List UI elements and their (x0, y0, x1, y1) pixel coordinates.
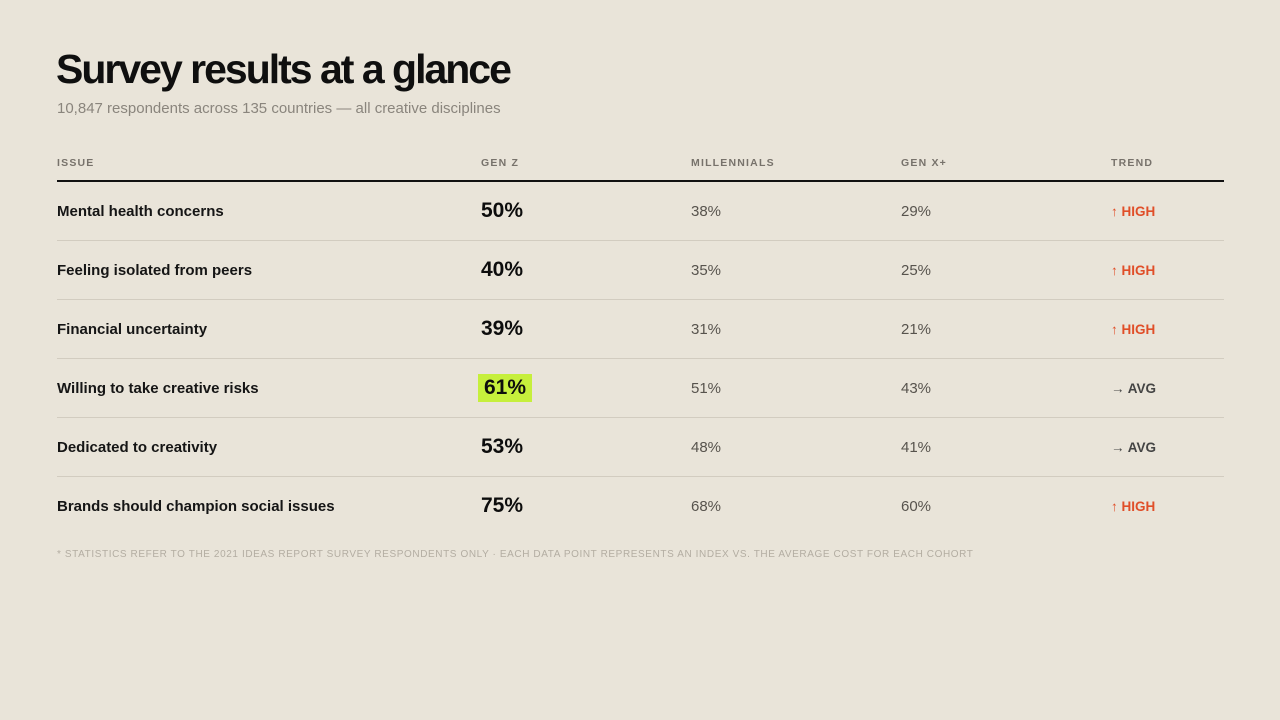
gen-z-value: 53% (481, 435, 524, 458)
column-header-trend: TREND (1111, 157, 1154, 169)
issue-cell: Brands should champion social issues (57, 497, 335, 515)
millennials-cell: 48% (691, 438, 722, 456)
column-header-gen-x: GEN X+ (901, 157, 948, 169)
gen-z-cell: 75% (481, 477, 523, 535)
trend-badge: ↑ HIGH (1111, 498, 1156, 514)
column-header-gen-z: GEN Z (481, 157, 520, 169)
column-header-issue: ISSUE (57, 157, 95, 169)
gen-x-cell: 41% (901, 438, 932, 456)
gen-z-value: 40% (481, 258, 524, 281)
table-row: Feeling isolated from peers 40% 35% 25% … (57, 241, 1224, 300)
gen-x-cell: 43% (901, 379, 932, 397)
gen-z-cell: 61% (478, 359, 533, 417)
gen-z-cell: 40% (481, 241, 523, 299)
millennials-cell: 35% (691, 261, 722, 279)
issue-cell: Feeling isolated from peers (57, 261, 253, 279)
gen-z-value: 50% (481, 199, 524, 222)
trend-badge: → AVG (1111, 380, 1157, 396)
column-header-millennials: MILLENNIALS (691, 157, 775, 169)
gen-z-value: 39% (481, 317, 524, 340)
table-row: Brands should champion social issues 75%… (57, 477, 1224, 535)
gen-z-cell: 50% (481, 182, 523, 240)
table-row: Willing to take creative risks 61% 51% 4… (57, 359, 1224, 418)
trend-badge: → AVG (1111, 439, 1157, 455)
gen-x-cell: 60% (901, 497, 932, 515)
trend-badge: ↑ HIGH (1111, 203, 1156, 219)
millennials-cell: 51% (691, 379, 722, 397)
gen-x-cell: 21% (901, 320, 932, 338)
gen-x-cell: 29% (901, 202, 932, 220)
issue-cell: Dedicated to creativity (57, 438, 218, 456)
trend-badge: ↑ HIGH (1111, 321, 1156, 337)
trend-badge: ↑ HIGH (1111, 262, 1156, 278)
gen-z-value-highlighted: 61% (478, 374, 533, 402)
millennials-cell: 38% (691, 202, 722, 220)
millennials-cell: 31% (691, 320, 722, 338)
gen-z-cell: 39% (481, 300, 523, 358)
table-row: Mental health concerns 50% 38% 29% ↑ HIG… (57, 182, 1224, 241)
page-subtitle: 10,847 respondents across 135 countries … (57, 100, 501, 117)
issue-cell: Willing to take creative risks (57, 379, 259, 397)
table-row: Financial uncertainty 39% 31% 21% ↑ HIGH (57, 300, 1224, 359)
issue-cell: Mental health concerns (57, 202, 224, 220)
survey-table: ISSUE GEN Z MILLENNIALS GEN X+ TREND Men… (57, 150, 1224, 535)
page-title: Survey results at a glance (56, 46, 512, 92)
gen-z-cell: 53% (481, 418, 523, 476)
gen-x-cell: 25% (901, 261, 932, 279)
table-row: Dedicated to creativity 53% 48% 41% → AV… (57, 418, 1224, 477)
footnote: * STATISTICS REFER TO THE 2021 IDEAS REP… (57, 549, 974, 560)
gen-z-value: 75% (481, 494, 524, 517)
millennials-cell: 68% (691, 497, 722, 515)
issue-cell: Financial uncertainty (57, 320, 208, 338)
table-header-row: ISSUE GEN Z MILLENNIALS GEN X+ TREND (57, 150, 1224, 182)
